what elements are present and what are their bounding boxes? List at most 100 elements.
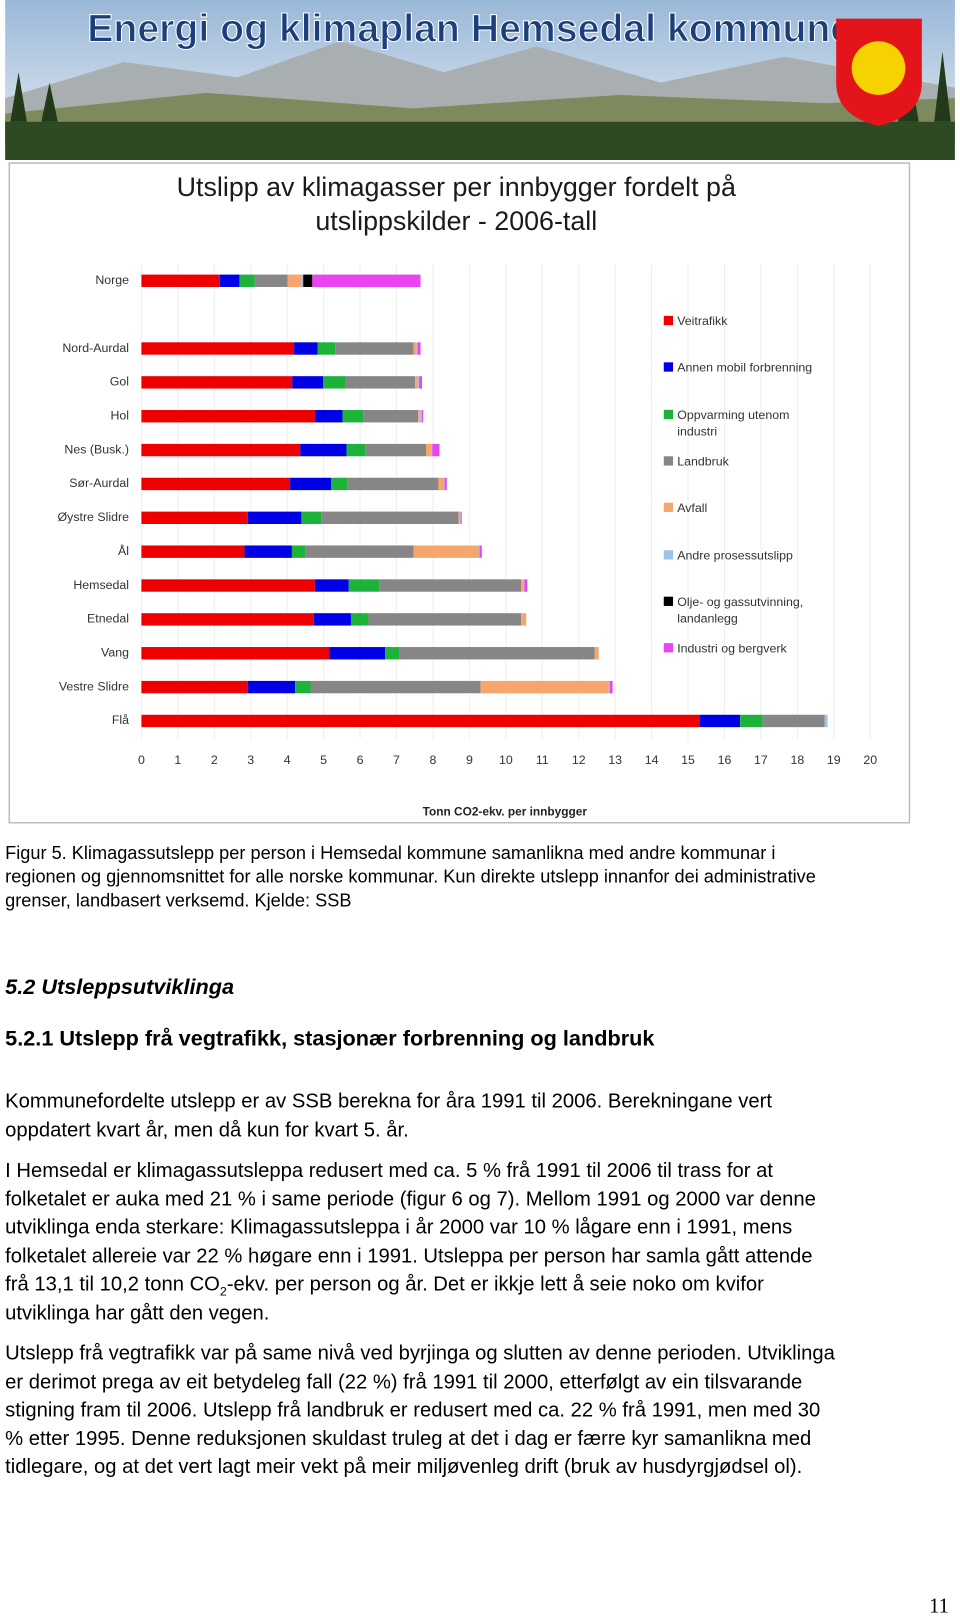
legend-label: Landbruk xyxy=(677,454,729,469)
text-line: folketalet allereie var 22 % høgare enn … xyxy=(5,1244,813,1268)
x-tick-label: 19 xyxy=(827,753,841,767)
chart-title: utslippskilder - 2006-tall xyxy=(315,206,597,236)
x-tick-label: 5 xyxy=(320,753,327,767)
bar-segment xyxy=(301,511,322,524)
bar-segment xyxy=(460,511,462,524)
bar-segment xyxy=(342,410,364,423)
text-line: % etter 1995. Denne reduksjonen skuldast… xyxy=(5,1427,812,1450)
bar-segment xyxy=(291,545,306,558)
banner-title: Energi og klimaplan Hemsedal kommune xyxy=(87,6,852,50)
bar-segment xyxy=(762,714,825,728)
bar-segment xyxy=(478,545,480,558)
y-tick-label: Øystre Slidre xyxy=(58,510,130,524)
bar-segment xyxy=(345,376,416,389)
x-tick-label: 0 xyxy=(138,753,145,767)
legend-item: Industri og bergverk xyxy=(663,640,829,657)
y-tick-label: Vang xyxy=(101,646,129,660)
bar-segment xyxy=(459,511,461,524)
x-axis-title: Tonn CO2-ekv. per innbygger xyxy=(423,805,588,819)
text-line: Kommunefordelte utslepp er av SSB berekn… xyxy=(5,1090,772,1113)
chart-frame xyxy=(8,162,911,824)
bar-segment xyxy=(363,410,419,423)
bar-segment xyxy=(335,342,414,355)
text-run: -ekv. per person og år. Det er ikkje let… xyxy=(226,1272,764,1296)
bar-segment xyxy=(244,545,292,558)
bar-segment xyxy=(368,613,522,626)
bar-segment xyxy=(329,647,386,660)
forest xyxy=(5,121,955,161)
bar-segment xyxy=(239,274,255,287)
bar-segment xyxy=(141,410,315,423)
bar-segment xyxy=(300,443,347,457)
legend-item: Avfall xyxy=(663,500,829,517)
x-tick-label: 11 xyxy=(536,753,549,767)
text-line: er derimot prega av eit betydeleg fall (… xyxy=(5,1370,803,1394)
y-tick-label: Flå xyxy=(112,713,129,727)
bar-segment xyxy=(323,376,346,389)
bar-segment xyxy=(350,613,369,626)
bar-segment xyxy=(141,511,248,524)
legend-item: Veitrafikk xyxy=(663,313,829,330)
caption-line: grenser, landbasert verksemd. Kjelde: SS… xyxy=(5,889,352,911)
bar-segment xyxy=(426,443,432,457)
bar-segment xyxy=(287,274,302,287)
bar-segment xyxy=(310,680,481,694)
x-tick-label: 18 xyxy=(790,753,804,767)
bar-segment xyxy=(480,680,609,694)
y-tick-label: Hemsedal xyxy=(73,578,129,592)
text-line: tidlegare, og at det vert lagt meir vekt… xyxy=(5,1455,803,1479)
bar-segment xyxy=(141,545,245,558)
chart-title: Utslipp av klimagasser per innbygger for… xyxy=(177,172,736,202)
legend-label: Veitrafikk xyxy=(677,313,728,329)
text-line: folketalet er auka med 21 % i same perio… xyxy=(5,1187,816,1211)
text-line: utviklinga enda sterkare: Klimagassutsle… xyxy=(5,1216,793,1239)
legend-swatch xyxy=(663,362,674,372)
bar-segment xyxy=(418,376,420,389)
bar-segment xyxy=(141,443,301,457)
bar-segment xyxy=(416,342,418,355)
bar-segment xyxy=(141,680,248,694)
legend-swatch xyxy=(663,643,674,653)
text-run: frå 13,1 til 10,2 tonn CO xyxy=(5,1272,220,1296)
section-heading: 5.2 Utsleppsutviklinga xyxy=(5,975,235,1000)
bar-segment xyxy=(295,680,311,694)
bar-segment xyxy=(413,545,479,558)
y-tick-label: Hol xyxy=(110,408,129,422)
y-tick-label: Ål xyxy=(118,543,129,558)
caption-line: regionen og gjennomsnittet for alle nors… xyxy=(5,866,816,887)
bar-segment xyxy=(321,511,459,524)
legend-label: Industri og bergverk xyxy=(677,641,787,656)
legend-label: Avfall xyxy=(677,500,708,516)
bar-segment xyxy=(292,376,324,389)
legend-item: Andre prosessutslipp xyxy=(663,547,829,564)
bar-segment xyxy=(479,545,482,558)
text-line: frå 13,1 til 10,2 tonn CO2-ekv. per pers… xyxy=(5,1273,764,1299)
x-tick-label: 1 xyxy=(174,753,181,767)
bar-segment xyxy=(312,274,421,287)
legend-item: Oppvarming utenom industri xyxy=(663,406,829,439)
bar-segment xyxy=(301,274,304,287)
bar-segment xyxy=(347,477,439,491)
x-tick-label: 10 xyxy=(499,753,513,767)
subsection-heading: 5.2.1 Utslepp frå vegtrafikk, stasjonær … xyxy=(5,1027,655,1051)
bar-segment xyxy=(458,511,460,524)
legend-label: Annen mobil forbrenning xyxy=(677,360,813,376)
bar-segment xyxy=(608,680,610,694)
text-line: stigning fram til 2006. Utslepp frå land… xyxy=(5,1398,821,1422)
bar-segment xyxy=(348,579,380,592)
bar-segment xyxy=(824,714,828,728)
bar-segment xyxy=(415,376,419,389)
legend-swatch xyxy=(663,409,674,419)
x-tick-label: 17 xyxy=(754,753,768,767)
text-line: oppdatert kvart år, men då kun for kvart… xyxy=(5,1118,409,1142)
bar-segment xyxy=(141,376,293,389)
bar-segment xyxy=(444,477,447,491)
legend-swatch xyxy=(663,456,674,466)
bar-segment xyxy=(141,613,314,626)
caption-line: Figur 5. Klimagassutslepp per person i H… xyxy=(5,842,776,864)
y-tick-label: Nes (Busk.) xyxy=(64,442,129,456)
x-tick-label: 20 xyxy=(863,753,877,767)
x-tick-label: 8 xyxy=(430,753,437,767)
bar-segment xyxy=(219,274,240,287)
bar-segment xyxy=(141,647,330,660)
